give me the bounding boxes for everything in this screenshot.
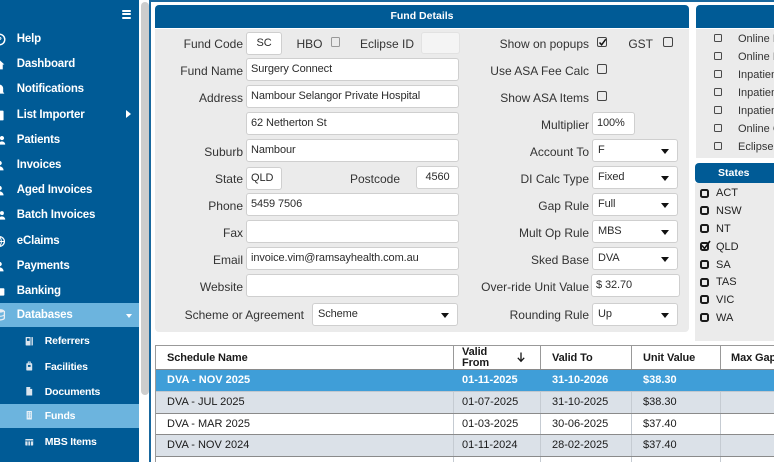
svg-text:?: ? bbox=[0, 35, 2, 44]
